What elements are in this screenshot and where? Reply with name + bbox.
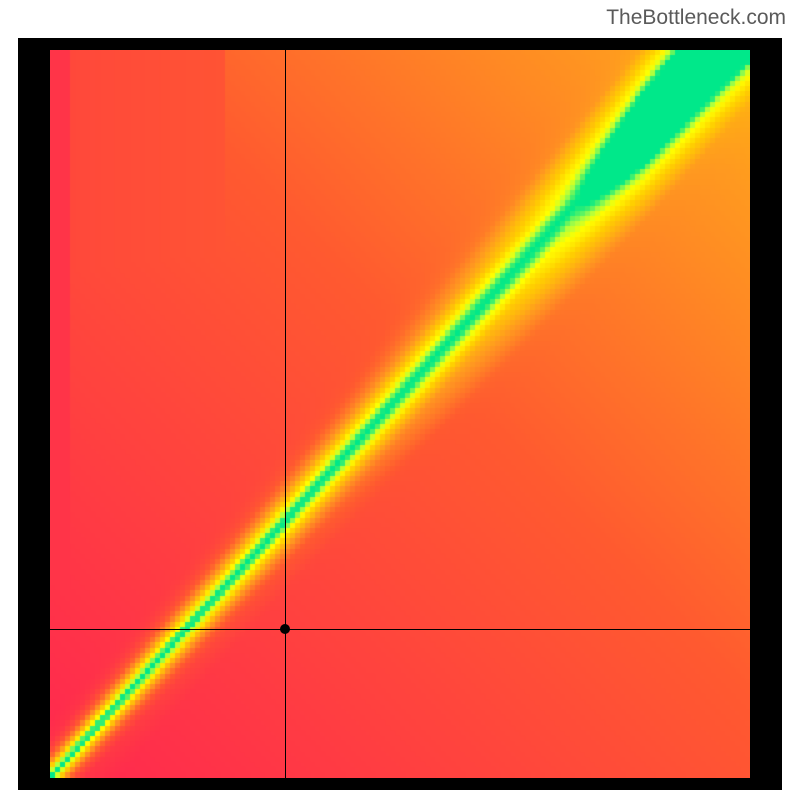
selection-marker — [280, 624, 290, 634]
plot-area — [50, 50, 750, 778]
bottleneck-heatmap — [50, 50, 750, 778]
crosshair-vertical — [285, 50, 286, 778]
crosshair-horizontal — [50, 629, 750, 630]
attribution-text: TheBottleneck.com — [606, 6, 786, 30]
chart-outer-frame — [18, 38, 782, 790]
